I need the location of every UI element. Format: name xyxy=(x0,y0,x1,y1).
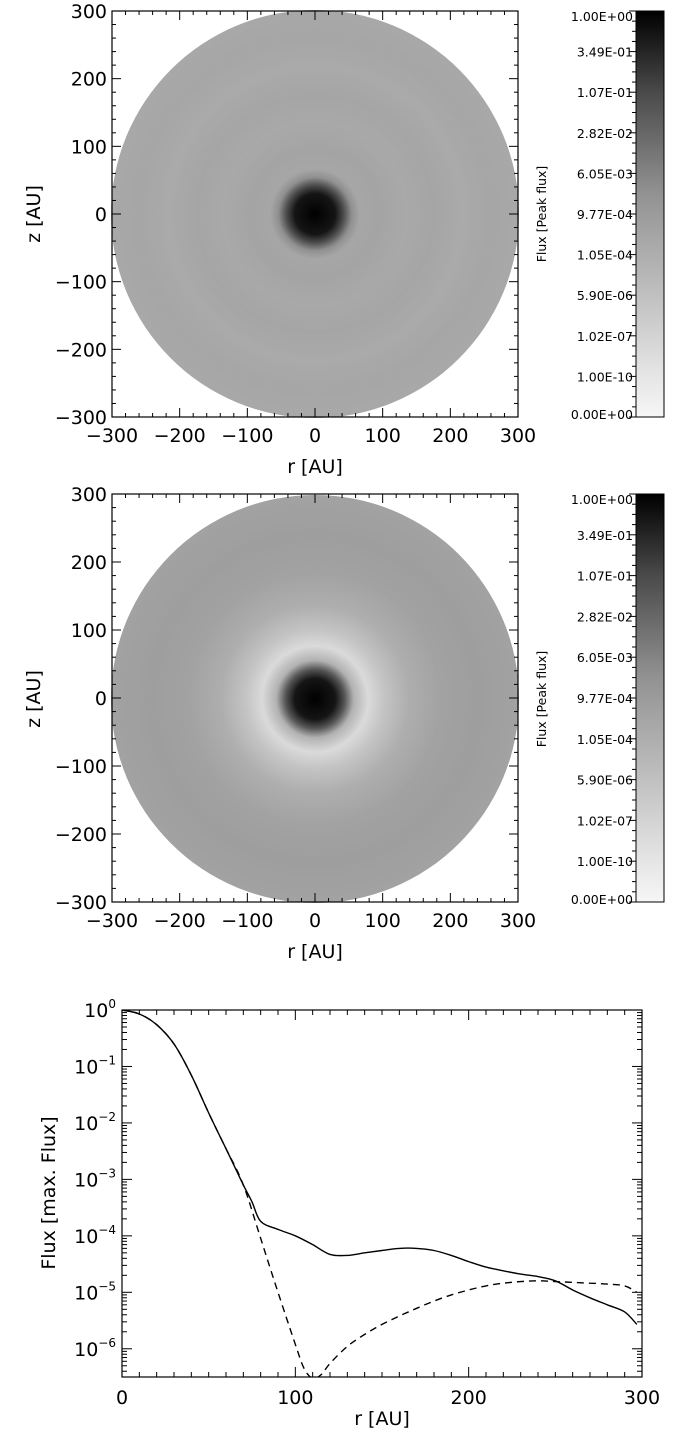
x-axis-title: r [AU] xyxy=(287,941,343,963)
colorbar-tick-label: 0.00E+00 xyxy=(571,407,633,422)
y-tick-label: 200 xyxy=(71,552,107,574)
colorbar xyxy=(635,493,665,903)
y-tick-label: 0 xyxy=(95,688,107,710)
y-tick-label: 100 xyxy=(84,997,116,1022)
colorbar-tick-label: 0.00E+00 xyxy=(571,892,633,907)
y-tick-label: 10−3 xyxy=(74,1166,116,1191)
y-tick-label: 100 xyxy=(71,620,107,642)
y-axis-title: Flux [max. Flux] xyxy=(38,1116,60,1269)
x-tick-label: 300 xyxy=(624,1387,660,1409)
x-tick-label: 100 xyxy=(277,1387,313,1409)
colorbar-tick-label: 1.02E-07 xyxy=(577,329,633,344)
x-tick-label: 200 xyxy=(432,425,468,447)
disk-image xyxy=(111,10,519,418)
colorbar-tick-label: 3.49E-01 xyxy=(577,528,633,543)
x-tick-label: −300 xyxy=(86,425,138,447)
x-axis-title: r [AU] xyxy=(354,1408,410,1430)
x-tick-label: 0 xyxy=(309,910,321,932)
disk-image xyxy=(111,495,519,903)
y-tick-label: −200 xyxy=(55,824,107,846)
colorbar-tick-label: 5.90E-06 xyxy=(577,773,633,788)
colorbar-tick-label: 6.05E-03 xyxy=(577,166,633,181)
colorbar-tick-label: 2.82E-02 xyxy=(577,126,633,141)
colorbar-tick-label: 1.05E-04 xyxy=(577,732,633,747)
colorbar-tick-label: 1.07E-01 xyxy=(577,85,633,100)
colorbar-title: Flux [Peak flux] xyxy=(534,651,549,748)
series-dashed-line xyxy=(122,1010,638,1377)
plot-frame xyxy=(121,1009,643,1378)
series-solid-line xyxy=(122,1010,638,1325)
x-tick-label: −100 xyxy=(221,910,273,932)
x-tick-label: 200 xyxy=(432,910,468,932)
colorbar-tick-label: 9.77E-04 xyxy=(577,691,633,706)
x-tick-label: 200 xyxy=(451,1387,487,1409)
x-axis-title: r [AU] xyxy=(287,456,343,478)
x-tick-label: −300 xyxy=(86,910,138,932)
panel-middle-map: −300 −200 −100 0 100 200 300 300 200 100 0 −100 −20… xyxy=(23,484,665,963)
y-axis-title: z [AU] xyxy=(23,185,45,243)
x-tick-label: 0 xyxy=(116,1387,128,1409)
y-tick-label: 200 xyxy=(71,69,107,91)
panel-bottom-profile: 0 100 200 300 100 10−1 10−2 10−3 10−4 10−5 10−6 r… xyxy=(38,997,660,1430)
y-tick-label: 10−4 xyxy=(74,1223,116,1248)
colorbar-tick-label: 5.90E-06 xyxy=(577,288,633,303)
y-axis-title: z [AU] xyxy=(23,670,45,728)
colorbar-tick-label: 9.77E-04 xyxy=(577,207,633,222)
y-tick-label: 100 xyxy=(71,136,107,158)
x-tick-label: −100 xyxy=(221,425,273,447)
colorbar-tick-label: 1.00E+00 xyxy=(571,492,633,507)
y-tick-label: 300 xyxy=(71,1,107,23)
x-tick-label: 100 xyxy=(365,910,401,932)
y-tick-label: 0 xyxy=(95,204,107,226)
colorbar-tick-label: 2.82E-02 xyxy=(577,609,633,624)
x-tick-label: 0 xyxy=(309,425,321,447)
colorbar-tick-label: 6.05E-03 xyxy=(577,650,633,665)
colorbar-tick-label: 1.00E+00 xyxy=(571,9,633,24)
y-tick-label: −100 xyxy=(55,272,107,294)
colorbar-title: Flux [Peak flux] xyxy=(534,166,549,263)
colorbar-tick-label: 1.07E-01 xyxy=(577,569,633,584)
y-tick-label: −200 xyxy=(55,339,107,361)
y-tick-label: 300 xyxy=(71,484,107,506)
colorbar-tick-label: 3.49E-01 xyxy=(577,45,633,60)
x-tick-label: −200 xyxy=(154,425,206,447)
y-tick-label: 10−2 xyxy=(74,1110,116,1135)
colorbar-tick-label: 1.02E-07 xyxy=(577,813,633,828)
y-tick-label: 10−1 xyxy=(74,1053,116,1078)
y-tick-label: 10−5 xyxy=(74,1279,116,1304)
x-tick-label: 100 xyxy=(365,425,401,447)
colorbar-tick-label: 1.05E-04 xyxy=(577,248,633,263)
x-tick-label: 300 xyxy=(500,910,536,932)
y-tick-label: −300 xyxy=(55,892,107,914)
y-tick-label: 10−6 xyxy=(74,1336,116,1361)
colorbar-tick-label: 1.00E-10 xyxy=(577,854,633,869)
y-tick-label: −300 xyxy=(55,407,107,429)
colorbar-tick-label: 1.00E-10 xyxy=(577,369,633,384)
y-tick-label: −100 xyxy=(55,756,107,778)
x-tick-label: 300 xyxy=(500,425,536,447)
x-tick-label: −200 xyxy=(154,910,206,932)
colorbar xyxy=(635,10,665,418)
panel-top-map: −300 −200 −100 0 100 200 300 300 200 100 0 −100 −20… xyxy=(23,1,665,478)
